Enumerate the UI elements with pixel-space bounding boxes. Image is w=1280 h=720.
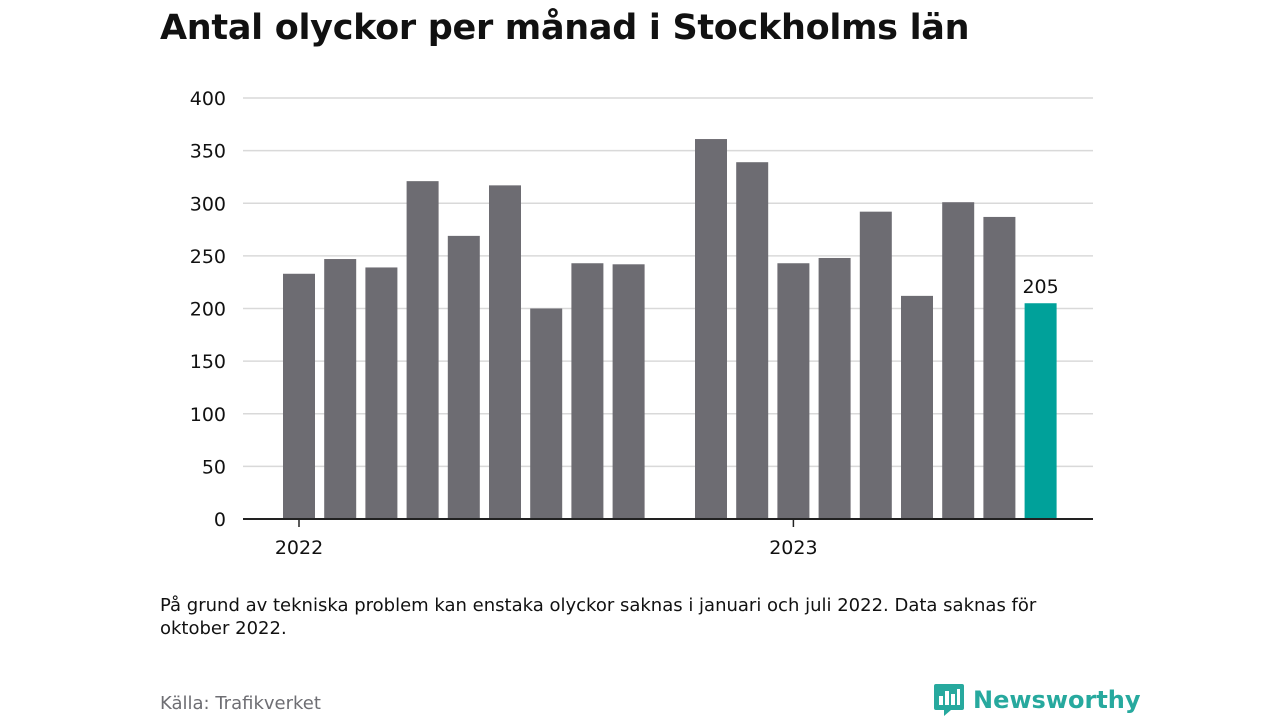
y-tick-label: 0 — [214, 509, 226, 531]
y-tick-label: 250 — [190, 246, 226, 268]
bar-2023-07 — [1024, 303, 1057, 519]
newsworthy-logo-icon — [934, 684, 964, 716]
x-tick-label: 2022 — [275, 537, 323, 559]
x-axis-ticks: 2022 2023 — [275, 519, 818, 559]
chart-title: Antal olyckor per månad i Stockholms län — [160, 8, 970, 48]
bar-2022-05 — [447, 235, 480, 519]
brand-name: Newsworthy — [973, 686, 1141, 714]
bar-2023-01 — [777, 263, 810, 519]
y-tick-label: 350 — [190, 141, 226, 163]
bar-2022-02 — [324, 259, 357, 519]
y-axis-ticks: 0 50 100 150 200 250 300 350 400 — [190, 88, 226, 531]
bar-2022-06 — [489, 185, 521, 520]
bar-2023-05 — [942, 202, 975, 519]
newsworthy-brand[interactable]: Newsworthy — [933, 683, 1141, 717]
bar-2023-02 — [818, 257, 851, 519]
bar-2022-09 — [612, 264, 645, 519]
x-tick-label: 2023 — [769, 537, 817, 559]
data-labels: 205 — [1022, 276, 1058, 298]
source-text: Källa: Trafikverket — [160, 693, 321, 714]
bar-2022-03 — [365, 267, 398, 519]
bar-2022-08 — [571, 263, 604, 519]
y-tick-label: 50 — [202, 456, 226, 478]
bars — [283, 139, 1057, 520]
bar-chart: 0 50 100 150 200 250 300 350 400 205 2022 2023 — [190, 88, 1093, 559]
bar-2023-04 — [901, 295, 933, 519]
bar-2022-01 — [283, 273, 315, 519]
bar-2022-07 — [530, 308, 563, 519]
y-tick-label: 150 — [190, 351, 226, 373]
bar-2022-11 — [695, 139, 727, 520]
y-tick-label: 200 — [190, 299, 226, 321]
bar-2022-12 — [736, 162, 769, 519]
y-tick-label: 100 — [190, 404, 226, 426]
footnote: På grund av tekniska problem kan enstaka… — [160, 595, 1037, 639]
data-label: 205 — [1022, 276, 1058, 298]
bar-2023-03 — [859, 211, 892, 520]
y-tick-label: 400 — [190, 88, 226, 110]
bar-2023-06 — [983, 216, 1016, 519]
bar-2022-04 — [406, 181, 439, 519]
y-tick-label: 300 — [190, 193, 226, 215]
